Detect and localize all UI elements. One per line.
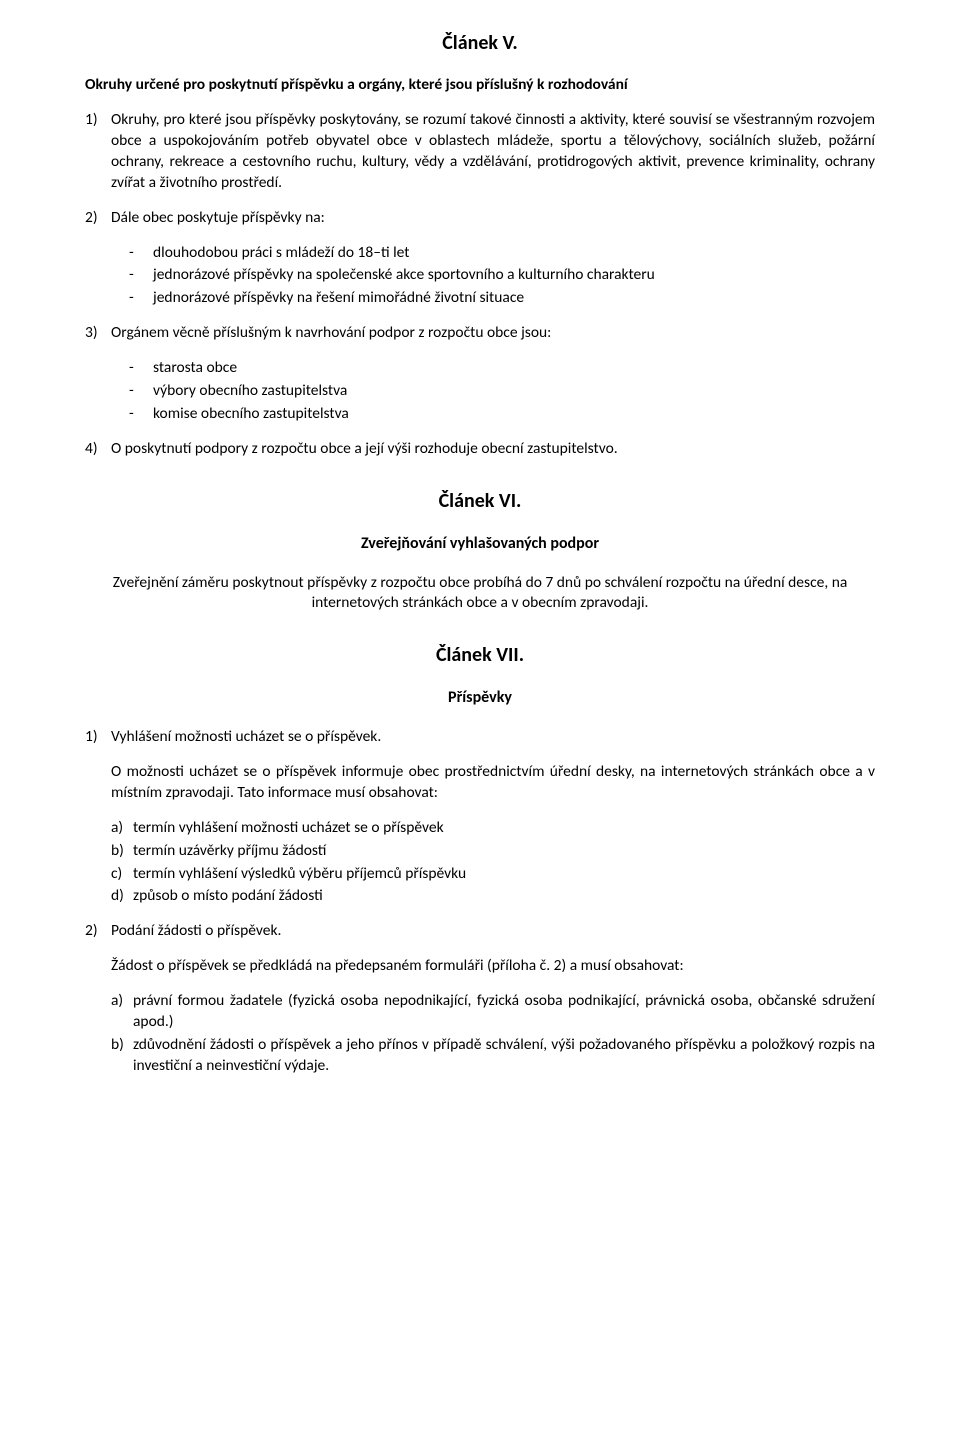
item-text: Orgánem věcně příslušným k navrhování po… [111,323,875,344]
list-item-text: jednorázové příspěvky na řešení mimořádn… [153,288,875,309]
article-7-subtitle: Příspěvky [85,687,875,709]
list-item: a) právní formou žadatele (fyzická osoba… [111,991,875,1033]
article-5-item-2: 2) Dále obec poskytuje příspěvky na: [85,208,875,229]
article-5-item-2-list: - dlouhodobou práci s mládeží do 18–ti l… [129,243,875,310]
item-text: Vyhlášení možnosti ucházet se o příspěve… [111,727,875,748]
alpha-marker: a) [111,818,133,839]
list-item: - starosta obce [129,358,875,379]
list-item: - dlouhodobou práci s mládeží do 18–ti l… [129,243,875,264]
item-text: O poskytnutí podpory z rozpočtu obce a j… [111,439,875,460]
item-number: 4) [85,439,111,460]
list-item-text: jednorázové příspěvky na společenské akc… [153,265,875,286]
article-7-item-1-para: O možnosti ucházet se o příspěvek inform… [111,762,875,804]
article-6-title: Článek VI. [85,488,875,515]
item-number: 2) [85,208,111,229]
article-7-title: Článek VII. [85,642,875,669]
article-7-item-1-list: a) termín vyhlášení možnosti ucházet se … [111,818,875,908]
list-item-text: termín vyhlášení výsledků výběru příjemc… [133,864,875,885]
article-6-subtitle: Zveřejňování vyhlašovaných podpor [85,533,875,555]
list-item-text: výbory obecního zastupitelstva [153,381,875,402]
article-5-item-4: 4) O poskytnutí podpory z rozpočtu obce … [85,439,875,460]
article-5-item-3-list: - starosta obce - výbory obecního zastup… [129,358,875,425]
list-item: b) zdůvodnění žádosti o příspěvek a jeho… [111,1035,875,1077]
item-number: 1) [85,110,111,194]
list-item-text: zdůvodnění žádosti o příspěvek a jeho př… [133,1035,875,1077]
alpha-marker: c) [111,864,133,885]
list-item-text: termín uzávěrky příjmu žádostí [133,841,875,862]
list-item: c) termín vyhlášení výsledků výběru příj… [111,864,875,885]
alpha-marker: b) [111,1035,133,1077]
dash-icon: - [129,404,153,425]
article-5-item-1: 1) Okruhy, pro které jsou příspěvky posk… [85,110,875,194]
article-7-item-1: 1) Vyhlášení možnosti ucházet se o přísp… [85,727,875,748]
list-item-text: právní formou žadatele (fyzická osoba ne… [133,991,875,1033]
list-item: a) termín vyhlášení možnosti ucházet se … [111,818,875,839]
list-item-text: dlouhodobou práci s mládeží do 18–ti let [153,243,875,264]
alpha-marker: a) [111,991,133,1033]
item-number: 3) [85,323,111,344]
list-item: - jednorázové příspěvky na řešení mimořá… [129,288,875,309]
article-7-item-2-para: Žádost o příspěvek se předkládá na přede… [111,956,875,977]
alpha-marker: b) [111,841,133,862]
item-number: 2) [85,921,111,942]
list-item: - jednorázové příspěvky na společenské a… [129,265,875,286]
list-item-text: komise obecního zastupitelstva [153,404,875,425]
article-5-lead: Okruhy určené pro poskytnutí příspěvku a… [85,75,875,96]
article-5-item-3: 3) Orgánem věcně příslušným k navrhování… [85,323,875,344]
dash-icon: - [129,243,153,264]
item-text: Okruhy, pro které jsou příspěvky poskyto… [111,110,875,194]
list-item: b) termín uzávěrky příjmu žádostí [111,841,875,862]
article-6-paragraph: Zveřejnění záměru poskytnout příspěvky z… [85,573,875,615]
list-item-text: termín vyhlášení možnosti ucházet se o p… [133,818,875,839]
alpha-marker: d) [111,886,133,907]
dash-icon: - [129,381,153,402]
dash-icon: - [129,358,153,379]
list-item-text: způsob o místo podání žádosti [133,886,875,907]
item-text: Dále obec poskytuje příspěvky na: [111,208,875,229]
list-item-text: starosta obce [153,358,875,379]
article-7-item-2-list: a) právní formou žadatele (fyzická osoba… [111,991,875,1077]
list-item: - výbory obecního zastupitelstva [129,381,875,402]
dash-icon: - [129,288,153,309]
item-number: 1) [85,727,111,748]
dash-icon: - [129,265,153,286]
article-5-title: Článek V. [85,30,875,57]
article-7-item-2: 2) Podání žádosti o příspěvek. [85,921,875,942]
list-item: - komise obecního zastupitelstva [129,404,875,425]
list-item: d) způsob o místo podání žádosti [111,886,875,907]
item-text: Podání žádosti o příspěvek. [111,921,875,942]
